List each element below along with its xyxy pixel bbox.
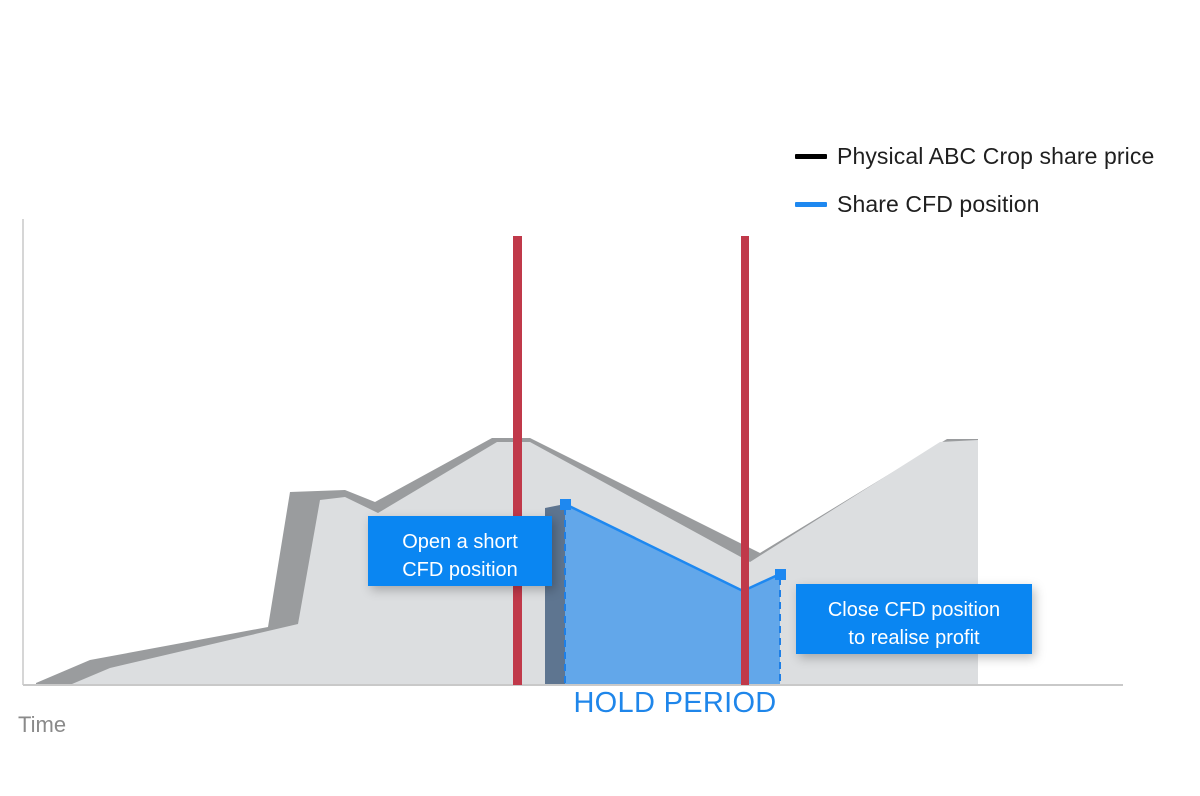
legend-item-share-price: Physical ABC Crop share price bbox=[795, 143, 1154, 170]
close-position-marker-line bbox=[741, 236, 749, 685]
hold-period-label: HOLD PERIOD bbox=[573, 687, 777, 719]
legend-label-cfd-position: Share CFD position bbox=[837, 191, 1040, 217]
close-callout-line-1: Close CFD position bbox=[827, 599, 1001, 621]
open-position-marker-line bbox=[513, 236, 522, 685]
cfd-open-point bbox=[560, 499, 571, 510]
legend-label-share-price: Physical ABC Crop share price bbox=[837, 143, 1155, 169]
close-position-callout: Close CFD position to realise profit bbox=[796, 584, 1032, 654]
legend-item-cfd-position: Share CFD position bbox=[795, 191, 1040, 218]
close-callout-line-2: to realise profit bbox=[848, 627, 980, 649]
open-callout-line-1: Open a short bbox=[402, 531, 518, 553]
x-axis-label: Time bbox=[18, 712, 67, 737]
blue-line-swatch-icon bbox=[795, 202, 827, 207]
black-line-swatch-icon bbox=[795, 154, 827, 159]
open-callout-line-2: CFD position bbox=[402, 559, 518, 581]
hold-period-area bbox=[565, 504, 780, 684]
cfd-close-point bbox=[775, 569, 786, 580]
open-position-callout: Open a short CFD position bbox=[368, 516, 552, 586]
